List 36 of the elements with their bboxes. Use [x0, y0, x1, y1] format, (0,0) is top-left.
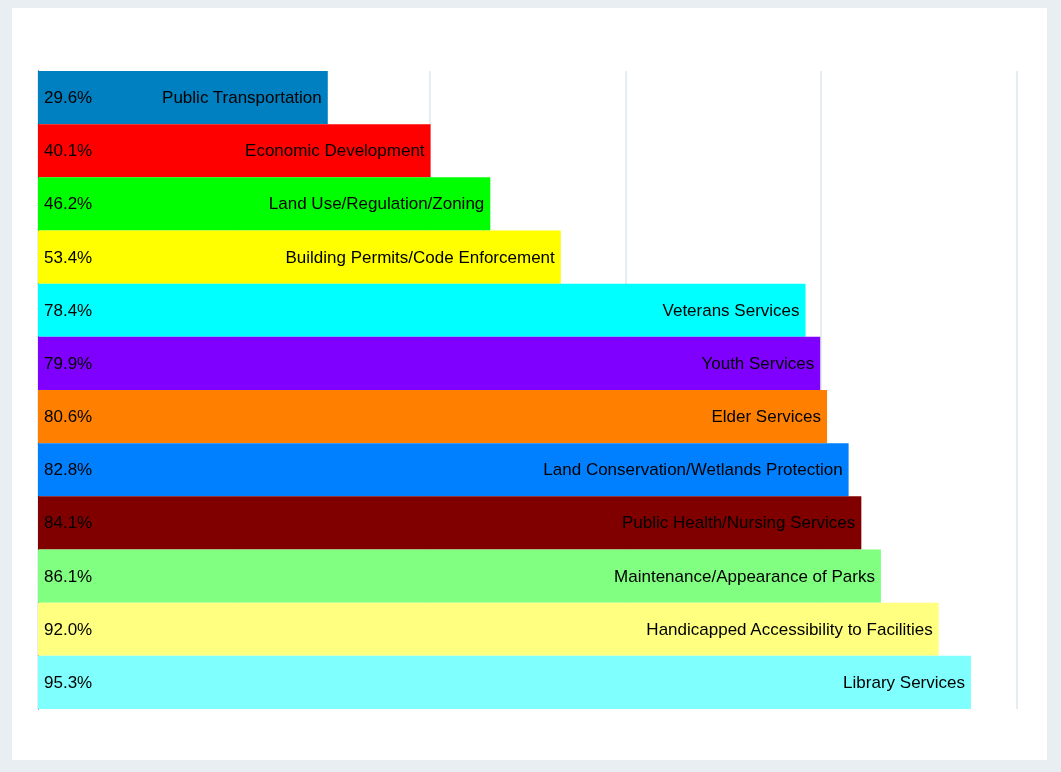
y-tick-label: Land Use/Regulation/Zoning: [268, 194, 485, 214]
data-label: 92.0%: [44, 619, 93, 639]
bar: [38, 390, 828, 444]
y-tick-label: Public Health/Nursing Services: [621, 513, 856, 533]
y-tick-label: Land Conservation/Wetlands Protection: [543, 460, 843, 480]
bar: [38, 655, 971, 709]
bar: [38, 124, 431, 178]
data-label: 78.4%: [44, 300, 93, 320]
y-tick-label: Veterans Services: [662, 300, 800, 320]
y-tick-label: Maintenance/Appearance of Parks: [614, 566, 875, 586]
y-tick-label: Building Permits/Code Enforcement: [285, 247, 556, 267]
y-tick-label: Handicapped Accessibility to Facilities: [646, 619, 933, 639]
bar: [38, 496, 862, 550]
data-label: 80.6%: [44, 407, 93, 427]
data-label: 84.1%: [44, 513, 93, 533]
bar: [38, 283, 806, 337]
y-tick-label: Economic Development: [245, 141, 425, 161]
bar: [38, 602, 939, 656]
y-tick-label: Elder Services: [711, 407, 822, 427]
bar: [38, 443, 849, 497]
data-label: 79.9%: [44, 353, 93, 373]
data-label: 53.4%: [44, 247, 93, 267]
bar: [38, 336, 821, 390]
bar: [38, 71, 328, 125]
data-label: 82.8%: [44, 460, 93, 480]
y-tick-label: Library Services: [843, 672, 965, 692]
data-label: 95.3%: [44, 672, 93, 692]
data-label: 46.2%: [44, 194, 93, 214]
data-label: 86.1%: [44, 566, 93, 586]
y-tick-label: Youth Services: [701, 353, 815, 373]
bar: [38, 549, 881, 603]
bar: [38, 230, 561, 284]
bar: [38, 177, 491, 231]
y-tick-label: Public Transportation: [162, 88, 322, 108]
data-label: 40.1%: [44, 141, 93, 161]
data-label: 29.6%: [44, 88, 93, 108]
